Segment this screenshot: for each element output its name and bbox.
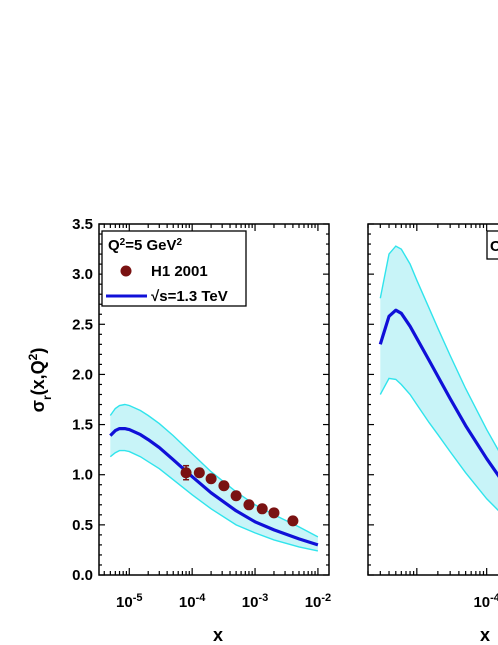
x-tick-label: 10-5 [116, 592, 142, 611]
x-tick-label: 10-3 [242, 592, 268, 611]
x-tick-label: 10-4 [179, 592, 206, 611]
legend-q2-label: Q2=5 GeV2 [108, 237, 183, 255]
axes-frame [367, 223, 498, 576]
legend-right-partial-label: C [490, 238, 498, 255]
data-point [256, 503, 268, 515]
x-tick-labels: 10-5 10-4 10-3 10-2 [116, 592, 331, 611]
data-point [193, 467, 205, 479]
y-tick-label: 0.5 [72, 517, 93, 534]
legend-data-marker [120, 265, 132, 277]
x-tick-label: 10-4 [473, 592, 498, 611]
y-tick-labels: 0.0 0.5 1.0 1.5 2.0 2.5 3.0 3.5 [72, 216, 93, 584]
plot-frame-right [367, 223, 498, 576]
y-axis-title: σr(x,Q2) [26, 348, 54, 413]
y-tick-label: 0.0 [72, 567, 93, 584]
x-axis-title: x [213, 625, 223, 645]
x-tick-labels-right: 10-410 [473, 592, 498, 611]
legend-curve-label: √s=1.3 TeV [151, 288, 228, 305]
central-curve-right [378, 308, 498, 478]
data-point [218, 480, 230, 492]
legend-right: C [486, 230, 498, 260]
central-curve-line [109, 427, 319, 547]
data-point [243, 499, 255, 511]
axes-frame [98, 223, 330, 576]
panel-left: 0.00.51.01.52.02.53.03.5 10-5 10-4 10-3 10-… [26, 216, 331, 645]
band-upper-edge [379, 245, 498, 451]
data-point [287, 515, 299, 527]
y-tick-label: 3.0 [72, 266, 93, 283]
y-tick-label: 2.5 [72, 316, 93, 333]
x-axis-title-right: x [480, 625, 490, 645]
y-tick-label: 3.5 [72, 216, 93, 233]
data-point [268, 507, 280, 519]
x-tick-label: 10-2 [305, 592, 331, 611]
data-point [205, 473, 217, 485]
y-tick-label: 1.0 [72, 467, 93, 484]
band-lower-edge [379, 377, 498, 512]
legend-box-right [486, 230, 498, 260]
panel-right: 10-410 x C [367, 223, 498, 645]
data-point [180, 467, 192, 479]
y-tick-label: 1.5 [72, 417, 93, 434]
legend: Q2=5 GeV2 H1 2001 √s=1.3 TeV [101, 230, 247, 307]
central-curve-line [378, 308, 498, 478]
h1-data-points [180, 464, 299, 527]
legend-data-label: H1 2001 [151, 263, 208, 280]
y-tick-label: 2.0 [72, 366, 93, 383]
band-lower-edge [109, 449, 319, 552]
central-curve [109, 427, 319, 547]
data-point [230, 490, 242, 502]
